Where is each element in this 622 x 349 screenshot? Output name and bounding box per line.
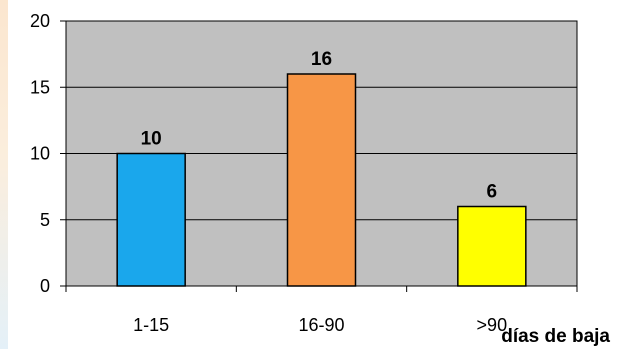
value-labels: 10 16 6 (141, 49, 498, 203)
y-tick-label: 0 (40, 276, 50, 296)
y-tick-label: 20 (30, 11, 50, 31)
x-tick-label: 1-15 (133, 315, 169, 335)
bar-value-label: 16 (311, 49, 332, 70)
x-tick-label: >90 (477, 315, 508, 335)
y-tick-label: 5 (40, 210, 50, 230)
background-strip (0, 0, 8, 349)
bar (116, 152, 186, 287)
x-axis-ticks: 1-15 16-90 >90 (65, 286, 578, 335)
bars (116, 73, 527, 287)
y-tick-label: 15 (30, 77, 50, 97)
x-tick-label: 16-90 (298, 315, 344, 335)
bar (286, 73, 357, 287)
bar-value-label: 6 (487, 182, 498, 203)
bar (457, 205, 527, 287)
x-axis-title: días de baja (501, 326, 610, 347)
y-tick-label: 10 (30, 144, 50, 164)
bar-value-label: 10 (141, 129, 162, 150)
y-axis-ticks: 0 5 10 15 20 (30, 11, 66, 296)
